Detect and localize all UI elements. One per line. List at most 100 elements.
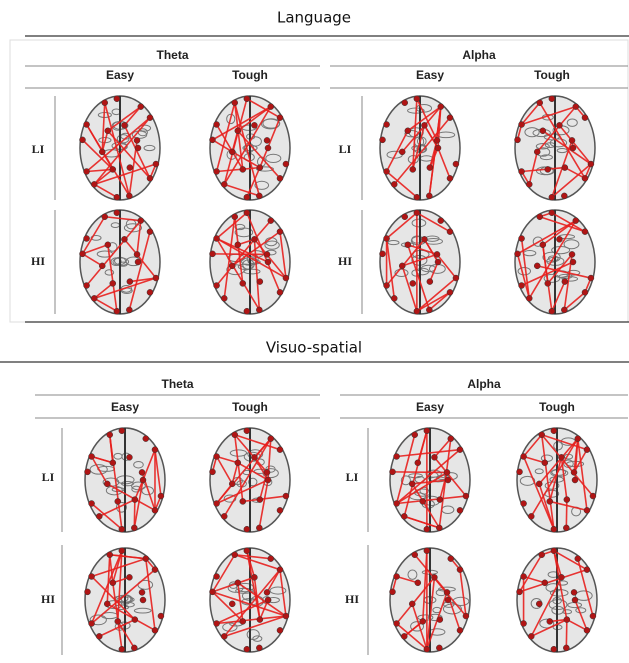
- electrode: [214, 121, 220, 127]
- electrode: [519, 169, 525, 175]
- electrode: [251, 122, 257, 128]
- electrode: [515, 137, 521, 143]
- electrode: [114, 308, 120, 314]
- electrode: [264, 589, 270, 595]
- electrode: [427, 165, 433, 171]
- row-label: LI: [346, 470, 359, 484]
- panel-title: Visuo-spatial: [266, 339, 362, 357]
- electrode: [232, 214, 238, 220]
- brain-map: [80, 210, 160, 314]
- electrode: [268, 104, 274, 110]
- electrode: [435, 145, 441, 151]
- brain-map: [380, 210, 460, 314]
- electrode: [214, 235, 220, 241]
- electrode: [119, 428, 125, 434]
- electrode: [517, 469, 523, 475]
- electrode: [153, 161, 159, 167]
- brain-map: [210, 210, 290, 314]
- electrode: [229, 149, 235, 155]
- electrode: [394, 501, 400, 507]
- electrode: [264, 137, 270, 143]
- electrode: [401, 633, 407, 639]
- electrode: [410, 166, 416, 172]
- electrode: [114, 210, 120, 216]
- electrode: [415, 460, 421, 466]
- electrode: [134, 251, 140, 257]
- electrode: [131, 645, 137, 651]
- electrode: [448, 556, 454, 562]
- electrode: [391, 181, 397, 187]
- electrode: [214, 453, 220, 459]
- electrode: [569, 137, 575, 143]
- electrode: [412, 552, 418, 558]
- electrode: [84, 283, 90, 289]
- electrode: [221, 633, 227, 639]
- electrode: [102, 214, 108, 220]
- electrode: [244, 210, 250, 216]
- electrode: [590, 493, 596, 499]
- electrode: [549, 308, 555, 314]
- electrode: [235, 580, 241, 586]
- connection: [393, 472, 448, 473]
- electrode: [563, 645, 569, 651]
- electrode: [152, 447, 158, 453]
- electrode: [571, 469, 577, 475]
- electrode: [399, 149, 405, 155]
- electrode: [110, 280, 116, 286]
- electrode: [572, 597, 578, 603]
- electrode: [561, 307, 567, 313]
- electrode: [588, 161, 594, 167]
- electrode: [265, 145, 271, 151]
- electrode: [210, 469, 216, 475]
- electrode: [551, 526, 557, 532]
- electrode: [119, 526, 125, 532]
- electrode: [140, 477, 146, 483]
- electrode: [551, 428, 557, 434]
- electrode: [409, 601, 415, 607]
- electrode: [143, 436, 149, 442]
- brain-map: [380, 96, 460, 200]
- brain-map: [80, 96, 160, 200]
- electrode: [268, 218, 274, 224]
- electrode: [126, 193, 132, 199]
- electrode: [572, 477, 578, 483]
- electrode: [542, 460, 548, 466]
- electrode: [562, 279, 568, 285]
- electrode: [99, 149, 105, 155]
- electrode: [229, 263, 235, 269]
- electrode: [89, 621, 95, 627]
- electrode: [147, 175, 153, 181]
- electrode: [114, 194, 120, 200]
- electrode: [96, 513, 102, 519]
- electrode: [414, 308, 420, 314]
- electrode: [570, 145, 576, 151]
- electrode: [436, 645, 442, 651]
- electrode: [99, 263, 105, 269]
- electrode: [104, 481, 110, 487]
- electrode: [121, 236, 127, 242]
- electrode: [573, 218, 579, 224]
- electrode: [590, 613, 596, 619]
- electrode: [447, 229, 453, 235]
- electrode: [85, 589, 91, 595]
- electrode: [114, 96, 120, 102]
- electrode: [521, 621, 527, 627]
- electrode: [447, 175, 453, 181]
- electrode: [444, 469, 450, 475]
- electrode: [515, 251, 521, 257]
- electrode: [584, 507, 590, 513]
- electrode: [265, 477, 271, 483]
- electrode: [519, 283, 525, 289]
- electrode: [426, 307, 432, 313]
- electrode: [240, 166, 246, 172]
- electrode: [457, 447, 463, 453]
- electrode: [105, 242, 111, 248]
- electrode: [445, 477, 451, 483]
- electrode: [264, 251, 270, 257]
- condition-label: Tough: [232, 68, 268, 82]
- electrode: [147, 115, 153, 121]
- row-label: HI: [41, 592, 55, 606]
- electrode: [549, 96, 555, 102]
- electrode: [519, 235, 525, 241]
- electrode: [91, 181, 97, 187]
